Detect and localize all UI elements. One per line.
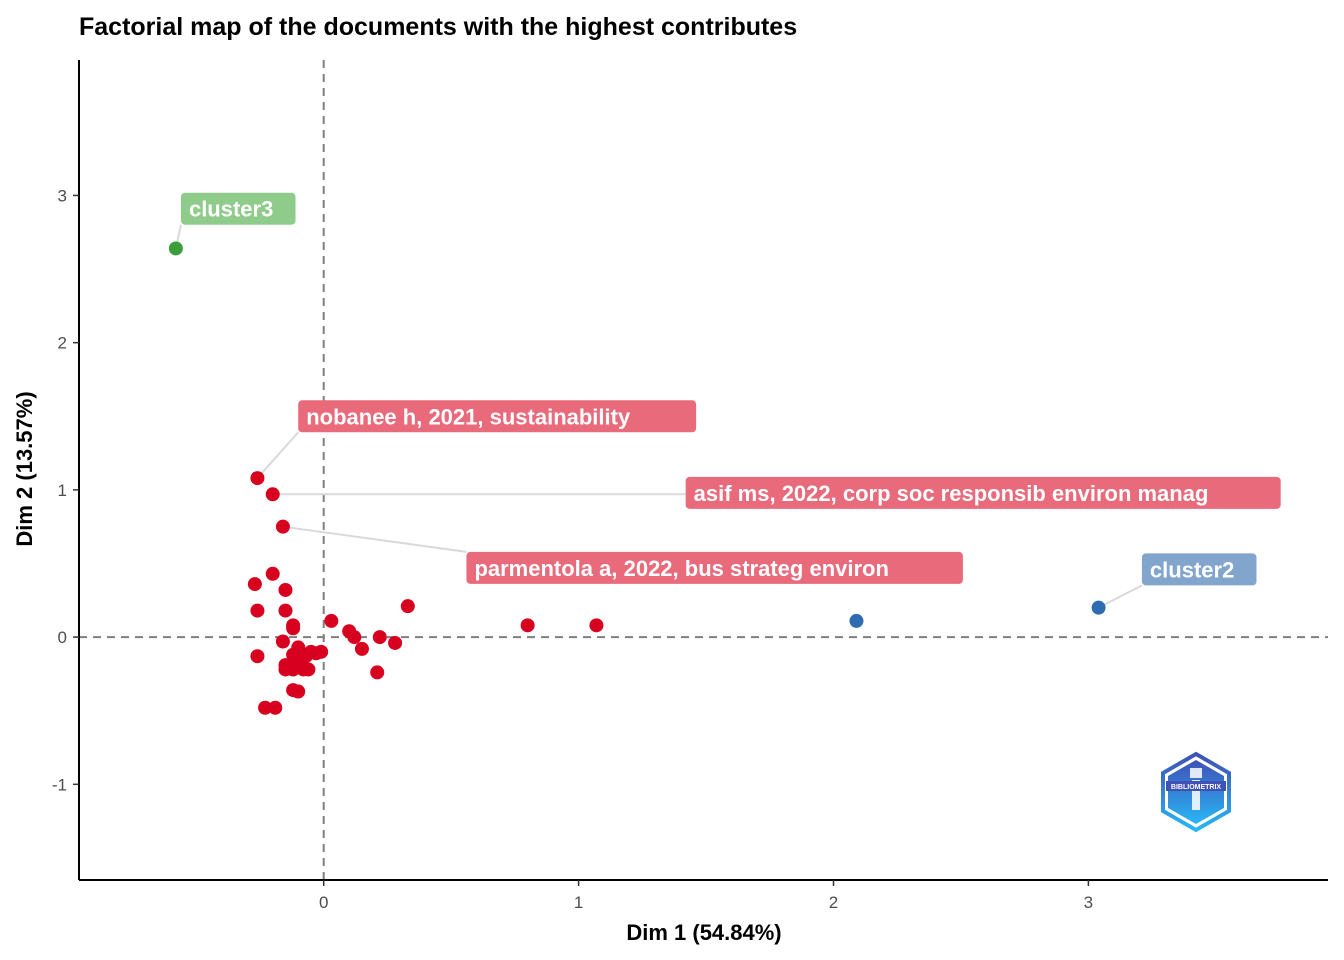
cluster1-point: [265, 487, 280, 502]
cluster1-point: [268, 700, 283, 715]
label-leader-lines: [174, 224, 1143, 609]
chart-title: Factorial map of the documents with the …: [79, 13, 797, 41]
x-tick-label: 0: [319, 893, 328, 912]
bibliometrix-logo: BIBLIOMETRIX: [1161, 751, 1231, 833]
cluster1-point: [589, 618, 604, 633]
point-label-box: [1141, 553, 1257, 586]
y-tick-label: 2: [58, 334, 67, 353]
x-axis-title: Dim 1 (54.84%): [626, 920, 781, 945]
cluster1-point: [250, 649, 265, 664]
cluster1-point: [275, 634, 290, 649]
cluster1-point: [354, 641, 369, 656]
point-label-box: [685, 476, 1281, 509]
point-labels: cluster3 nobanee h, 2021, sustainability a…: [180, 192, 1281, 586]
y-tick-label: -1: [52, 775, 67, 794]
cluster1-point: [247, 577, 262, 592]
cluster1-point: [286, 621, 301, 636]
y-axis-title: Dim 2 (13.57%): [12, 391, 37, 546]
cluster1-point: [347, 630, 362, 645]
cluster2-point: [1091, 600, 1106, 615]
logo-text: BIBLIOMETRIX: [1171, 784, 1221, 791]
y-tick-label: 3: [58, 186, 67, 205]
point-label-text: asif ms, 2022, corp soc responsib enviro…: [694, 481, 1209, 506]
cluster1-point: [370, 665, 385, 680]
reference-lines: [79, 60, 1328, 880]
y-tick-label: 0: [58, 628, 67, 647]
cluster1-point: [250, 471, 265, 486]
cluster3-point: [168, 241, 183, 256]
cluster1-point: [278, 603, 293, 618]
point-label-box: [298, 400, 697, 433]
cluster1-point: [314, 644, 329, 659]
cluster1-point: [286, 662, 301, 677]
cluster1-point: [520, 618, 535, 633]
x-tick-label: 1: [574, 893, 583, 912]
point-label-box: [180, 192, 296, 225]
data-points: [168, 241, 1106, 715]
point-label-text: parmentola a, 2022, bus strateg environ: [474, 556, 888, 581]
cluster1-point: [258, 700, 273, 715]
cluster1-point: [400, 599, 415, 614]
cluster1-point: [278, 582, 293, 597]
y-tick-label: 1: [58, 481, 67, 500]
cluster1-point: [324, 613, 339, 628]
point-label-text: nobanee h, 2021, sustainability: [306, 404, 631, 429]
cluster1-point: [301, 662, 316, 677]
cluster1-point: [250, 603, 265, 618]
cluster1-point: [388, 635, 403, 650]
cluster1-point: [265, 566, 280, 581]
x-tick-label: 2: [829, 893, 838, 912]
point-label-text: cluster2: [1150, 557, 1234, 582]
leader-line: [1098, 584, 1143, 609]
cluster1-point: [291, 684, 306, 699]
cluster1-point: [372, 630, 387, 645]
leader-line: [256, 431, 299, 479]
leader-line: [282, 525, 467, 553]
cluster1-point: [275, 519, 290, 534]
point-label-box: [466, 551, 963, 584]
cluster2-point: [849, 613, 864, 628]
axes: 0 1 2 3 -1 0 1 2 3: [52, 60, 1328, 912]
x-tick-label: 3: [1084, 893, 1093, 912]
point-label-text: cluster3: [189, 197, 273, 222]
